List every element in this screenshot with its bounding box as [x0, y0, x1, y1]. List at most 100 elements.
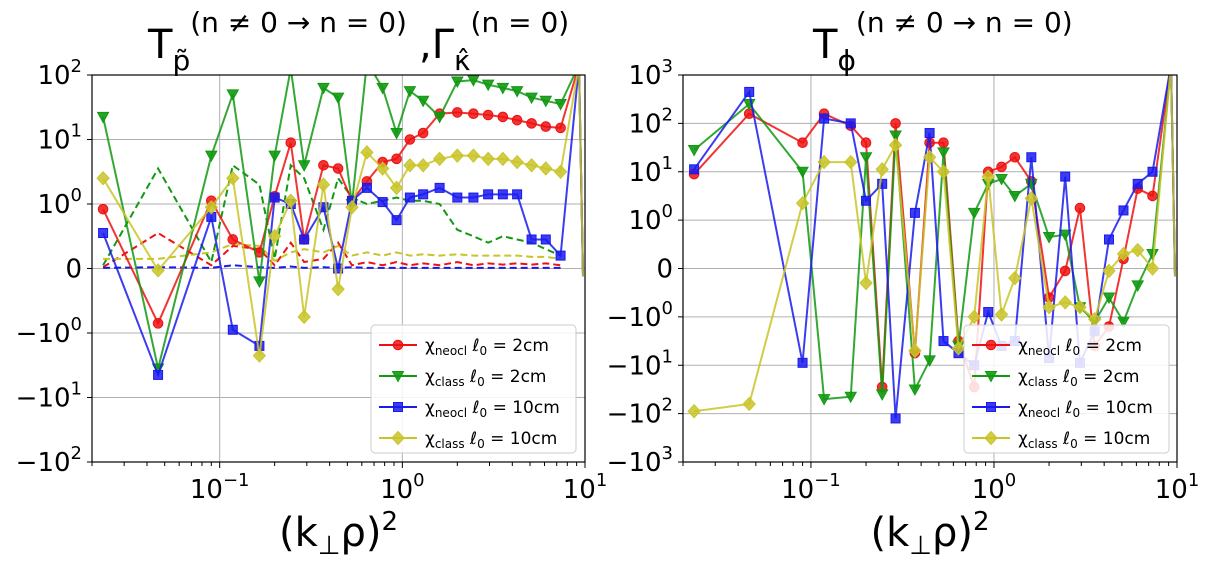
data-point [482, 109, 494, 121]
data-point [391, 153, 402, 165]
data-point [97, 203, 109, 215]
legend-marker [984, 430, 998, 446]
data-point [819, 113, 830, 124]
data-point [268, 150, 282, 163]
data-point [540, 234, 551, 245]
data-point [496, 82, 510, 95]
data-point [995, 174, 1008, 186]
data-point [996, 161, 1007, 173]
data-point [539, 161, 553, 176]
data-point [555, 250, 566, 261]
data-point [481, 79, 495, 92]
data-point [496, 151, 510, 167]
data-point [908, 384, 922, 396]
data-point [151, 263, 165, 278]
data-point [417, 127, 429, 139]
data-point [96, 111, 110, 124]
data-point [331, 281, 345, 297]
y-tick-label: 101 [628, 153, 673, 188]
data-point [252, 348, 267, 363]
data-point [389, 180, 404, 196]
data-point [204, 150, 218, 163]
data-point [875, 162, 889, 177]
y-tick-label: −100 [16, 314, 82, 349]
data-point [512, 189, 523, 200]
data-point [510, 154, 524, 170]
data-point [1009, 151, 1021, 163]
dashed-series-line [103, 242, 561, 262]
legend-label: χclass ℓ0 = 2cm [1018, 367, 1139, 389]
data-point [1116, 246, 1131, 262]
data-point [938, 137, 949, 149]
series-line [102, 75, 584, 356]
data-point [554, 99, 567, 111]
x-axis-label: (k⊥ρ)2 [279, 507, 398, 561]
chart-title: Tϕ(n ≠ 0 → n = 0) [812, 6, 1073, 77]
data-point [497, 111, 509, 123]
data-point [859, 152, 873, 164]
data-point [1074, 202, 1086, 214]
data-point [923, 355, 936, 367]
data-point [403, 158, 417, 173]
data-point [1102, 263, 1116, 279]
data-point [433, 111, 446, 124]
data-point [481, 151, 495, 167]
data-point [890, 413, 901, 424]
dashed-series-line [103, 264, 561, 269]
data-point [844, 154, 858, 170]
data-point [510, 86, 524, 98]
data-point [318, 202, 329, 213]
legend-marker [393, 402, 403, 412]
data-point [1073, 299, 1087, 315]
data-point [96, 170, 110, 186]
data-point [859, 275, 873, 291]
data-point [1145, 261, 1160, 276]
data-point [450, 76, 464, 88]
data-point [889, 130, 902, 143]
data-point [1058, 229, 1072, 242]
data-point [253, 276, 266, 288]
data-point [744, 86, 755, 97]
legend-label: χclass ℓ0 = 10cm [425, 429, 557, 451]
legend-marker [392, 339, 404, 351]
data-point [1008, 190, 1022, 203]
data-point [687, 144, 701, 157]
data-point [967, 207, 981, 220]
y-tick-label: −103 [607, 443, 673, 478]
legend-marker [391, 430, 405, 446]
data-point [1058, 295, 1072, 310]
data-point [687, 403, 701, 419]
data-point [467, 75, 480, 87]
legend-label: χneocl ℓ0 = 10cm [425, 398, 560, 420]
data-point [890, 118, 901, 129]
data-point [877, 178, 888, 189]
data-point [938, 336, 949, 347]
data-point [742, 396, 756, 412]
legend-marker [984, 371, 998, 383]
data-point [416, 158, 430, 173]
data-point [452, 107, 463, 118]
data-point [98, 228, 109, 239]
data-point [1118, 205, 1129, 216]
data-point [226, 89, 240, 101]
data-point [403, 86, 417, 98]
x-axis-label: (k⊥ρ)2 [871, 507, 990, 561]
data-point [888, 137, 903, 153]
x-tick-label: 101 [563, 470, 608, 505]
data-point [817, 394, 831, 406]
data-point [290, 75, 291, 76]
data-point [377, 197, 388, 208]
data-point [361, 58, 372, 68]
data-point [994, 307, 1009, 322]
data-point [511, 114, 523, 126]
data-point [345, 199, 359, 215]
data-point [524, 158, 539, 173]
data-point [817, 154, 831, 170]
data-point [227, 324, 238, 335]
legend-marker [986, 402, 996, 412]
data-point [285, 137, 297, 149]
data-point [450, 148, 465, 163]
y-tick-label: −101 [16, 379, 82, 414]
data-point [466, 148, 481, 163]
data-point [908, 343, 922, 358]
